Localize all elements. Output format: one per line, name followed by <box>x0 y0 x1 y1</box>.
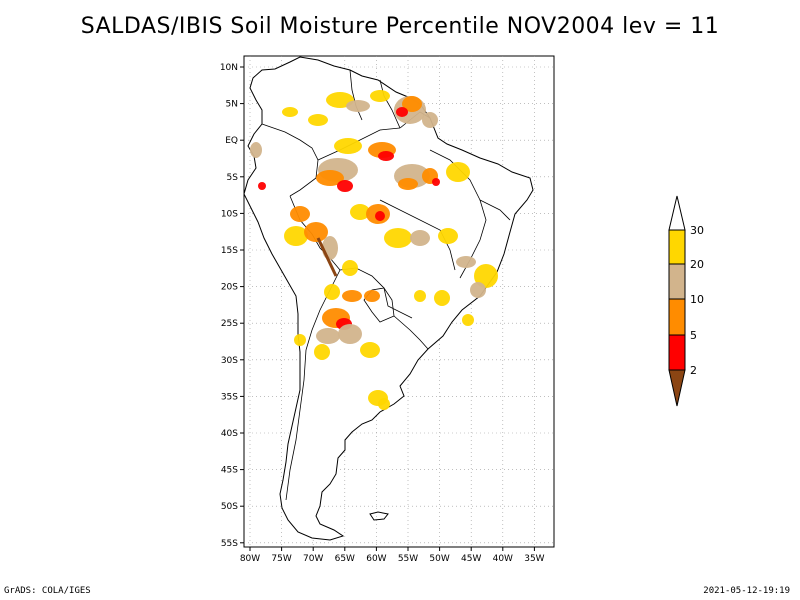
percentile-patch <box>324 284 340 300</box>
colorbar-label: 20 <box>690 258 704 271</box>
lon-tick-label: 45W <box>461 554 481 564</box>
percentile-patch <box>398 178 418 190</box>
colorbar-label: 10 <box>690 293 704 306</box>
percentile-patch <box>338 324 362 344</box>
percentile-patch <box>462 314 474 326</box>
colorbar-segment-20-30 <box>668 229 686 265</box>
percentile-patch <box>322 236 338 260</box>
percentile-patch <box>434 290 450 306</box>
map-frame <box>243 55 555 548</box>
lon-tick-label: 50W <box>429 554 449 564</box>
lat-tick-label: 20S <box>221 283 238 293</box>
percentile-patch <box>314 344 330 360</box>
percentile-patch <box>470 282 486 298</box>
lat-tick-label: 30S <box>221 356 238 366</box>
longitude-axis: 80W 75W 70W 65W 60W 55W 50W 45W 40W 35W <box>240 547 545 564</box>
percentile-patch <box>360 342 380 358</box>
lon-tick-label: 75W <box>271 554 291 564</box>
map-title: SALDAS/IBIS Soil Moisture Percentile NOV… <box>80 14 720 39</box>
percentile-patch <box>402 96 422 112</box>
percentile-patch <box>474 264 498 288</box>
percentile-patch <box>337 180 353 192</box>
colorbar-label: 30 <box>690 224 704 237</box>
lat-tick-label: 40S <box>221 429 238 439</box>
lon-tick-label: 35W <box>524 554 544 564</box>
percentile-patch <box>258 182 266 190</box>
percentile-patch <box>422 112 438 128</box>
percentile-patch-below-2 <box>316 237 338 277</box>
lat-tick-label: 15S <box>221 246 238 256</box>
percentile-patch <box>316 170 344 186</box>
latitude-axis: 10N 5N EQ 5S 10S 15S 20S 25S 30S 35S 40S 45S 50S 55S <box>220 63 244 549</box>
lon-tick-label: 60W <box>366 554 386 564</box>
lat-tick-label: 50S <box>221 502 238 512</box>
lat-tick-label: 35S <box>221 392 238 402</box>
percentile-patch <box>396 107 408 117</box>
percentile-patch <box>304 222 328 242</box>
lon-tick-label: 40W <box>493 554 513 564</box>
soil-moisture-shading <box>250 90 498 410</box>
colorbar-segment-below-2 <box>668 369 686 407</box>
percentile-patch <box>250 142 262 158</box>
percentile-patch <box>316 328 340 344</box>
percentile-patch <box>284 226 308 246</box>
percentile-patch <box>410 230 430 246</box>
lon-tick-label: 80W <box>240 554 260 564</box>
lat-tick-label: 25S <box>221 319 238 329</box>
percentile-patch <box>364 290 380 302</box>
percentile-patch <box>446 162 470 182</box>
falkland-islands <box>369 511 389 521</box>
lat-tick-label: 5S <box>227 173 239 183</box>
percentile-patch <box>290 206 310 222</box>
percentile-patch <box>282 107 298 117</box>
colorbar-segment-10-20 <box>668 263 686 300</box>
colorbar: 30 20 10 5 2 <box>668 195 704 407</box>
lon-tick-label: 65W <box>335 554 355 564</box>
percentile-patch <box>438 228 458 244</box>
percentile-patch <box>378 151 394 161</box>
percentile-patch <box>342 290 362 302</box>
lat-tick-label: 10N <box>220 63 238 73</box>
colorbar-segment-5-10 <box>668 298 686 336</box>
colorbar-label: 2 <box>690 364 697 377</box>
percentile-patch <box>370 90 390 102</box>
colorbar-segment-above-30 <box>668 195 686 231</box>
percentile-patch <box>294 334 306 346</box>
lat-tick-label: 45S <box>221 466 238 476</box>
percentile-patch <box>456 256 476 268</box>
footer-timestamp: 2021-05-12-19:19 <box>703 586 790 596</box>
lon-tick-label: 55W <box>398 554 418 564</box>
percentile-patch <box>378 398 390 410</box>
percentile-patch <box>334 138 362 154</box>
percentile-patch <box>342 260 358 276</box>
percentile-patch <box>346 100 370 112</box>
lat-tick-label: 5N <box>226 100 238 110</box>
percentile-patch <box>308 114 328 126</box>
percentile-patch <box>375 211 385 221</box>
lat-tick-label: EQ <box>225 136 238 146</box>
colorbar-label: 5 <box>690 329 697 342</box>
percentile-patch <box>350 204 370 220</box>
footer-credit: GrADS: COLA/IGES <box>4 586 91 596</box>
lat-tick-label: 55S <box>221 539 238 549</box>
percentile-patch <box>414 290 426 302</box>
percentile-patch <box>432 178 440 186</box>
lat-tick-label: 10S <box>221 209 238 219</box>
percentile-patch <box>384 228 412 248</box>
colorbar-segment-2-5 <box>668 334 686 371</box>
lon-tick-label: 70W <box>303 554 323 564</box>
